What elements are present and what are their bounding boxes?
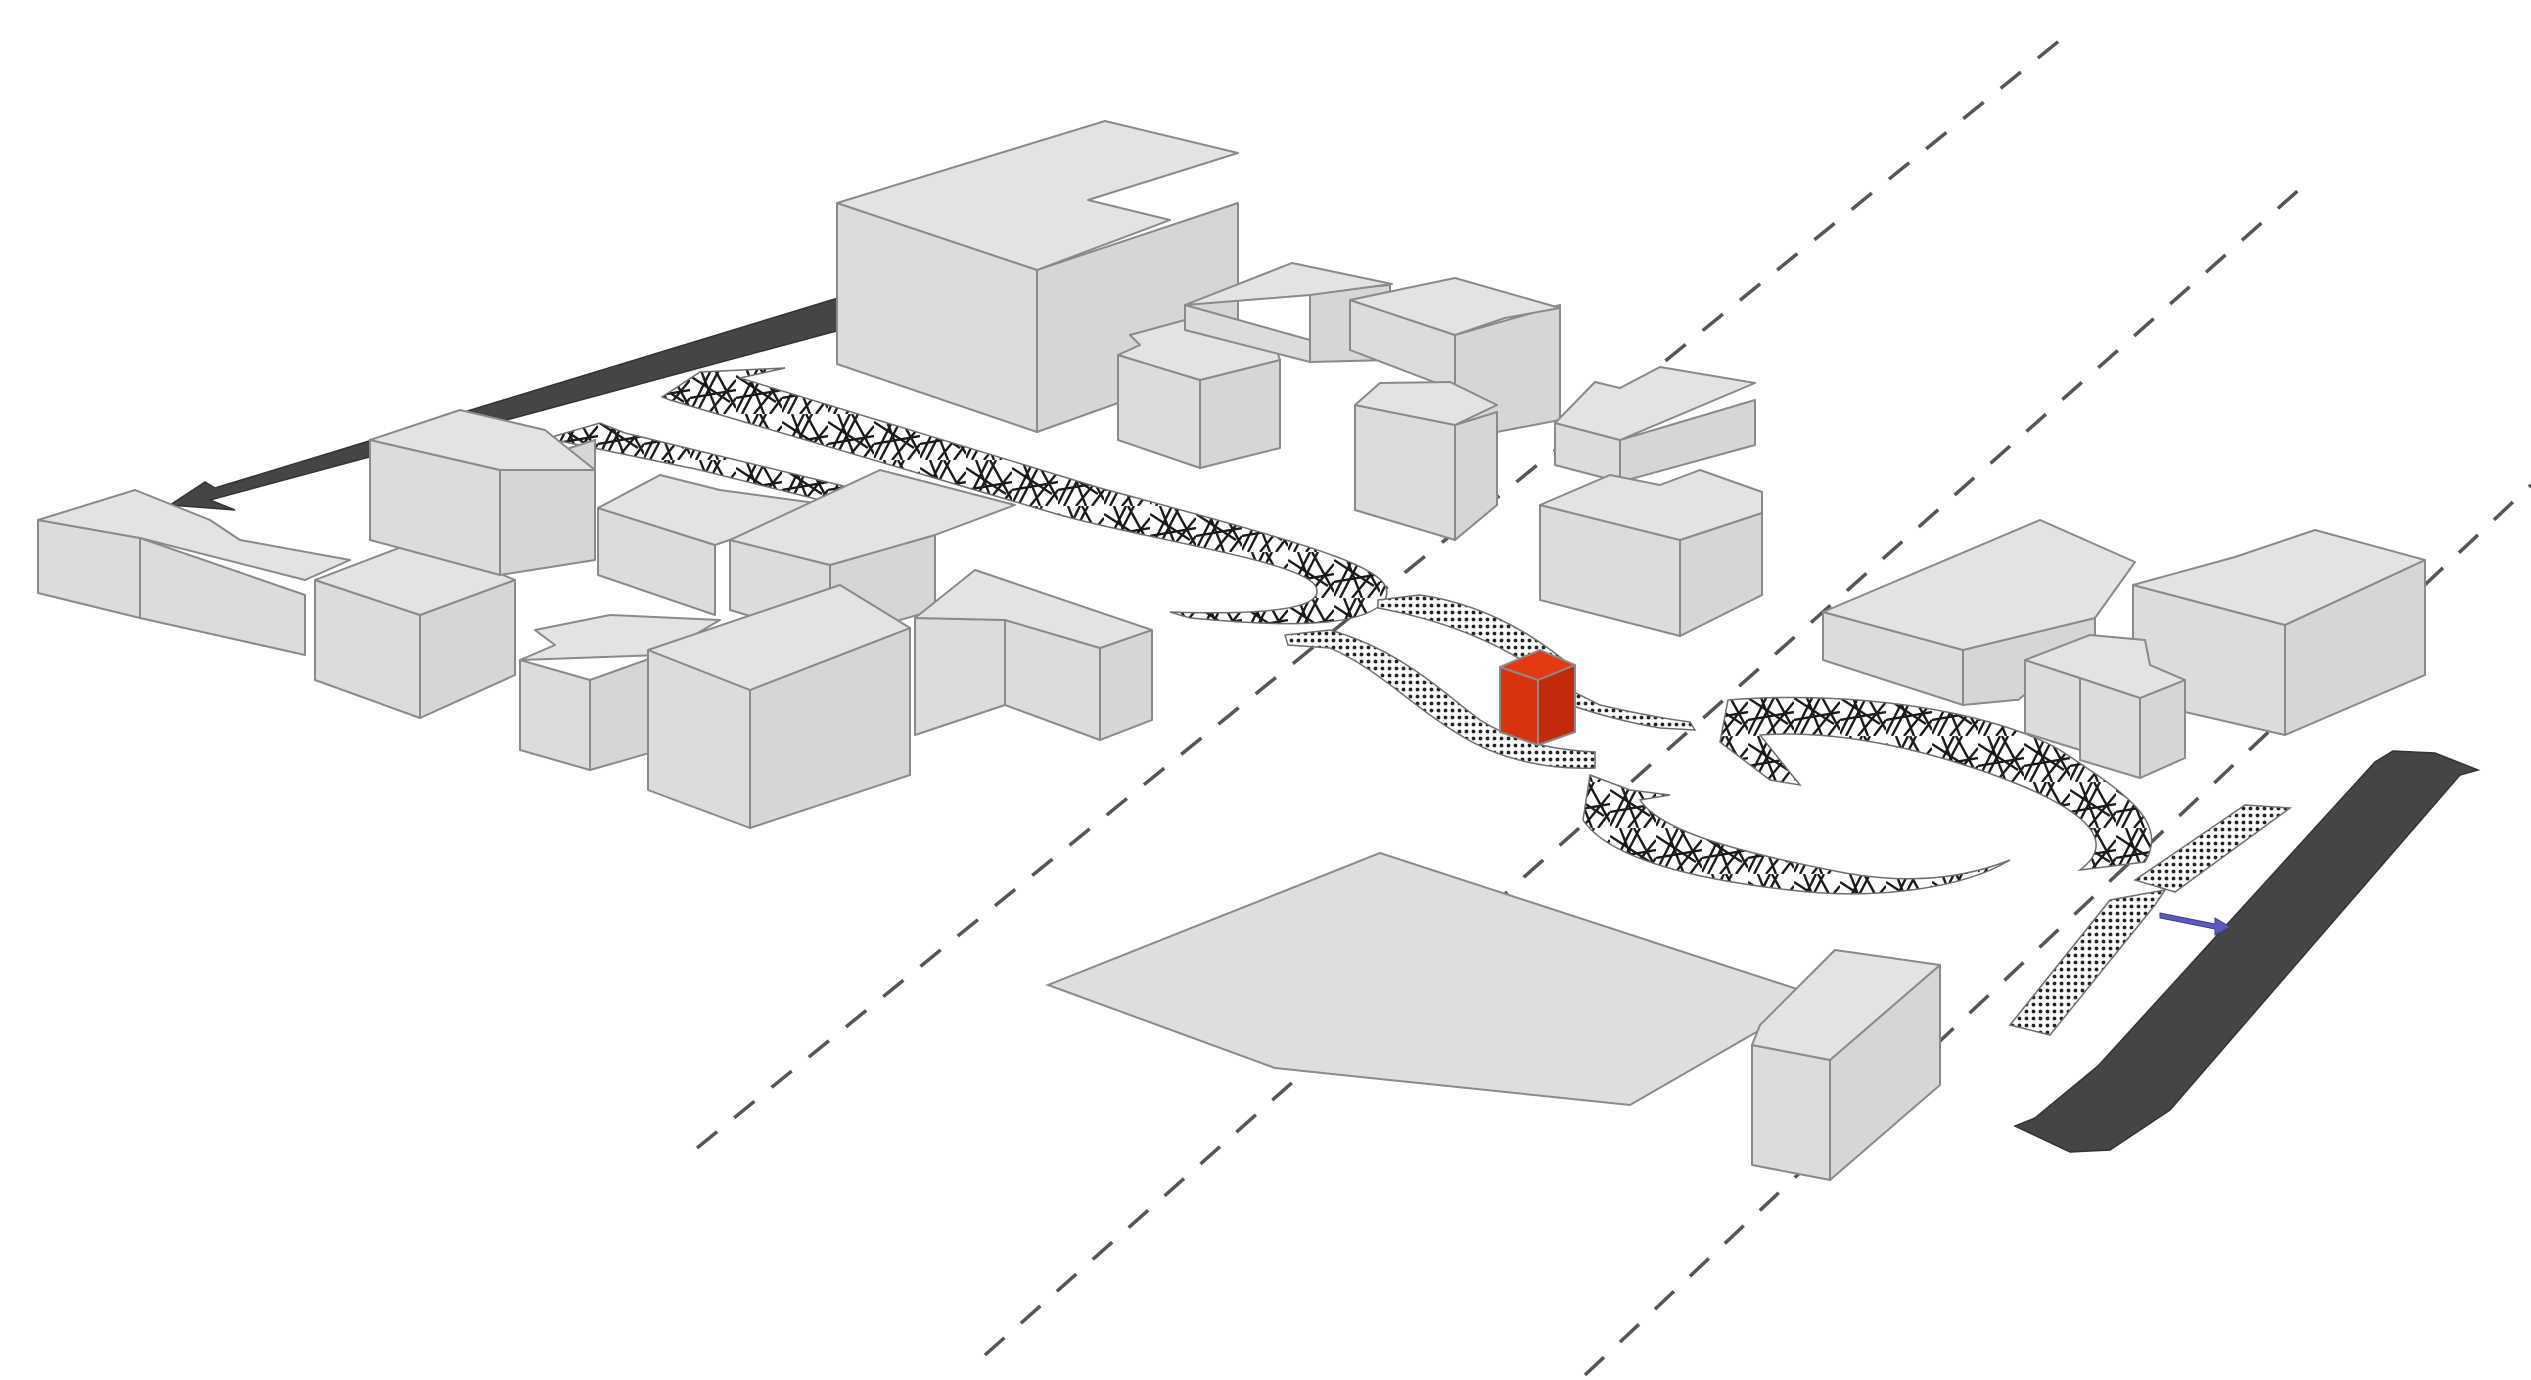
- pedestrian-paths: [554, 367, 2153, 895]
- small-arrow-icon: [2159, 912, 2232, 936]
- building-cluster-f: [519, 569, 1153, 829]
- axis-line-3: [1583, 483, 2531, 1377]
- crosshatch-path-arc-lower: [1582, 773, 2011, 895]
- building-cluster-b: [1349, 277, 1561, 541]
- crosshatch-path-arc-right: [1719, 696, 2153, 872]
- building-cluster-c: [1539, 366, 1763, 637]
- ground-plaza: [1045, 851, 1802, 1107]
- buildings: [37, 120, 2426, 1181]
- dotted-path-middle: [1284, 629, 1596, 769]
- axis-line-2: [983, 178, 2312, 1357]
- focal-red-block: [1499, 649, 1576, 746]
- road-arrow-icon: [167, 297, 841, 511]
- crosshatch-path-upper-left: [660, 367, 1388, 625]
- dotted-path-crossing-b: [2008, 888, 2167, 1036]
- dotted-path-crossing-a: [2133, 804, 2293, 893]
- dotted-path-to-block: [1569, 688, 1697, 731]
- double-arrow-icon: [2013, 750, 2481, 1153]
- building-cluster-d: [37, 409, 596, 719]
- dotted-paths: [1284, 594, 2293, 1036]
- building-bottom-right: [1751, 949, 1941, 1181]
- building-right-long: [1822, 519, 2426, 779]
